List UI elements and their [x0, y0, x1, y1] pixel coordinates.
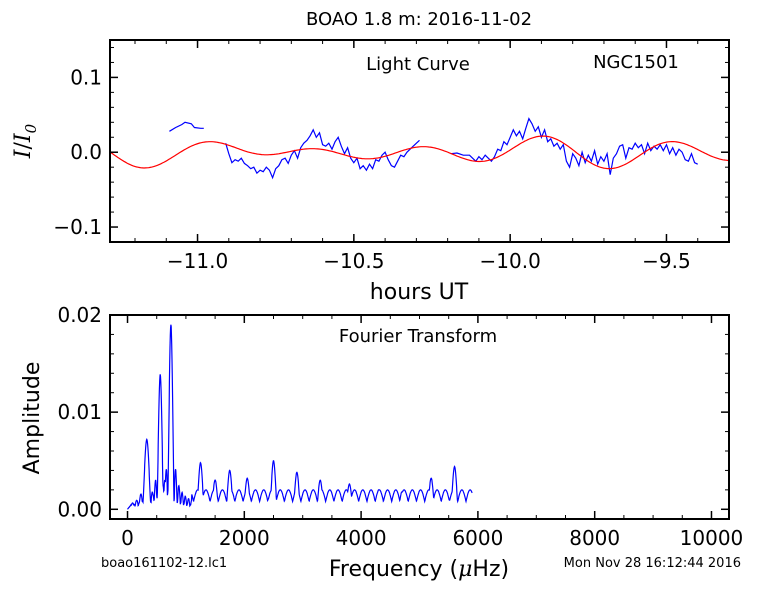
fourier-panel: 0 2000 4000 6000 8000 10000 0.00 0.01 0.02 Fouri…	[20, 303, 743, 582]
lc-xtick-label: −11.0	[167, 249, 228, 273]
light-curve-data-line	[169, 121, 204, 132]
ft-ytick-label: 0.02	[57, 303, 102, 327]
ft-xtick-label: 6000	[452, 526, 503, 550]
ft-xtick-label: 0	[121, 526, 134, 550]
light-curve-data-line	[450, 117, 698, 175]
fourier-plot-area	[127, 324, 473, 510]
fourier-ylabel: Amplitude	[20, 362, 45, 475]
light-curve-data-line	[225, 128, 420, 180]
footer-timestamp: Mon Nov 28 16:12:44 2016	[564, 556, 741, 571]
lc-ytick-label: 0.1	[70, 65, 102, 89]
footer-filename: boao161102-12.lc1	[101, 556, 227, 571]
light-curve-panel: −11.0 −10.5 −10.0 −9.5 −0.1 0.0 0.1 Light Curv…	[11, 39, 730, 305]
light-curve-model-line	[110, 135, 729, 170]
figure-title: BOAO 1.8 m: 2016-11-02	[306, 9, 532, 30]
ft-xtick-label: 2000	[219, 526, 270, 550]
light-curve-plot-area	[110, 117, 729, 180]
lc-xtick-label: −10.0	[480, 249, 541, 273]
light-curve-xlabel: hours UT	[370, 280, 469, 305]
ft-xtick-label: 10000	[680, 526, 744, 550]
lc-ytick-label: 0.0	[70, 140, 102, 164]
lc-xtick-label: −9.5	[642, 249, 691, 273]
ft-xtick-label: 4000	[336, 526, 387, 550]
light-curve-annotation: Light Curve	[366, 54, 470, 75]
lc-ytick-label: −0.1	[53, 215, 102, 239]
ft-xtick-label: 8000	[569, 526, 620, 550]
ft-ytick-label: 0.00	[57, 497, 102, 521]
fourier-amplitude-line	[127, 324, 473, 510]
fourier-ticks: 0 2000 4000 6000 8000 10000 0.00 0.01 0.02	[57, 303, 743, 550]
object-label: NGC1501	[593, 52, 679, 73]
lc-xtick-label: −10.5	[323, 249, 384, 273]
light-curve-ylabel: I/I0	[11, 123, 40, 159]
light-curve-ticks: −11.0 −10.5 −10.0 −9.5 −0.1 0.0 0.1	[53, 40, 730, 273]
ft-ytick-label: 0.01	[57, 400, 102, 424]
light-curve-frame	[109, 39, 730, 243]
fourier-xlabel: Frequency (μHz)	[329, 557, 509, 582]
fourier-annotation: Fourier Transform	[339, 326, 497, 347]
